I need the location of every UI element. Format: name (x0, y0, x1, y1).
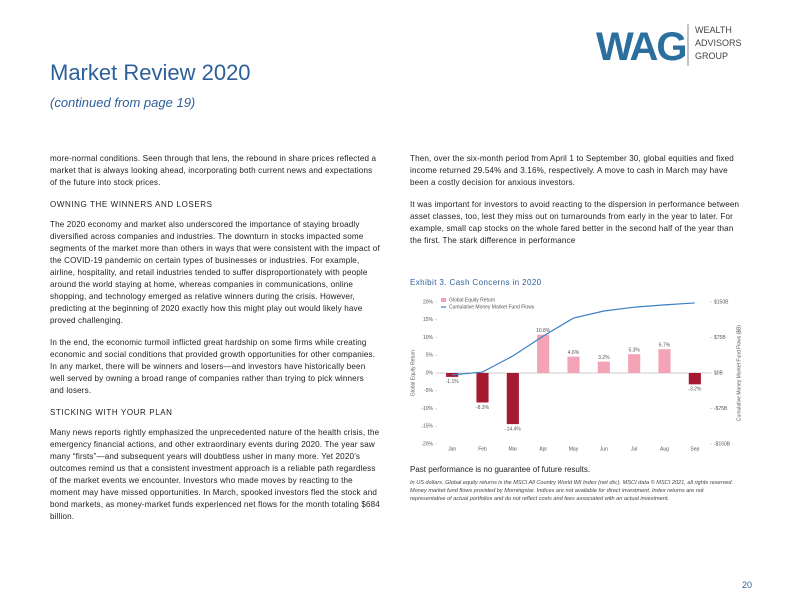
page-number: 20 (742, 580, 753, 590)
bar (658, 349, 671, 373)
bar (688, 373, 701, 385)
bar (476, 373, 489, 403)
logo-line: GROUP (695, 51, 728, 61)
x-tick-label: Apr (539, 446, 547, 452)
x-tick-label: Jan (448, 446, 456, 452)
y-tick-label: 20% (423, 299, 434, 305)
right-column: Then, over the six-month period from Apr… (410, 153, 742, 257)
bar (567, 356, 580, 373)
logo-mark: WAG (596, 25, 686, 68)
source-note: In US dollars. Global equity returns is … (410, 480, 734, 502)
data-label: -1.1% (446, 379, 460, 385)
data-label: -14.4% (505, 426, 521, 432)
bar (628, 354, 641, 373)
x-tick-label: Sep (690, 446, 699, 452)
legend-label: Cumulative Money Market Fund Flows (449, 304, 535, 310)
chart: Global Equity Return Cumulative Money Mar… (410, 297, 742, 452)
y2-tick-label: -$150B (714, 441, 731, 447)
data-label: -8.3% (476, 405, 490, 411)
legend-label: Global Equity Return (449, 297, 495, 303)
subtitle: (continued from page 19) (50, 95, 196, 110)
paragraph: Then, over the six-month period from Apr… (410, 154, 734, 187)
y2-tick-label: -$75B (714, 406, 728, 412)
left-column: more-normal conditions. Seen through tha… (50, 153, 380, 533)
chart-title: Exhibit 3. Cash Concerns in 2020 (410, 278, 542, 287)
x-tick-label: Mar (509, 446, 518, 452)
data-label: 3.2% (598, 355, 610, 361)
y-tick-label: -10% (421, 406, 433, 412)
y-axis-label: Global Equity Return (410, 350, 416, 396)
bar (597, 361, 610, 373)
y-tick-label: -5% (424, 388, 433, 394)
paragraph: Many news reports rightly emphasized the… (50, 428, 380, 521)
y2-tick-label: $150B (714, 299, 729, 305)
y2-axis-label: Cumulative Money Market Fund Flows ($B) (736, 325, 742, 421)
line (452, 302, 695, 376)
paragraph: In the end, the economic turmoil inflict… (50, 338, 376, 395)
section-heading: OWNING THE WINNERS AND LOSERS (50, 200, 213, 209)
section-heading: STICKING WITH YOUR PLAN (50, 408, 173, 417)
title: Market Review 2020 (50, 60, 251, 85)
y-tick-label: 0% (426, 370, 434, 376)
logo: WAG WEALTH ADVISORS GROUP (596, 24, 742, 68)
bar (446, 373, 459, 377)
x-tick-label: Jul (631, 446, 637, 452)
x-tick-label: Feb (478, 446, 487, 452)
x-tick-label: May (569, 446, 579, 452)
x-tick-label: Aug (660, 446, 669, 452)
data-label: 4.6% (568, 350, 580, 356)
data-label: 5.3% (628, 348, 640, 354)
data-label: 10.8% (536, 328, 551, 334)
legend-swatch (441, 298, 446, 302)
logo-line: ADVISORS (695, 38, 742, 48)
data-label: 6.7% (659, 343, 671, 349)
paragraph: It was important for investors to avoid … (410, 200, 740, 245)
y-tick-label: 10% (423, 335, 434, 341)
y-tick-label: -20% (421, 441, 433, 447)
y2-tick-label: $0B (714, 370, 724, 376)
paragraph: The 2020 economy and market also undersc… (50, 220, 380, 325)
x-tick-label: Jun (600, 446, 608, 452)
logo-line: WEALTH (695, 25, 732, 35)
data-label: -3.2% (688, 387, 702, 393)
y-tick-label: 15% (423, 317, 434, 323)
y-tick-label: -15% (421, 424, 433, 430)
y2-tick-label: $75B (714, 335, 726, 341)
paragraph: more-normal conditions. Seen through tha… (50, 154, 377, 187)
bar (537, 334, 550, 373)
bar (506, 373, 519, 425)
performance-note: Past performance is no guarantee of futu… (410, 465, 591, 474)
y-tick-label: 5% (426, 353, 434, 359)
